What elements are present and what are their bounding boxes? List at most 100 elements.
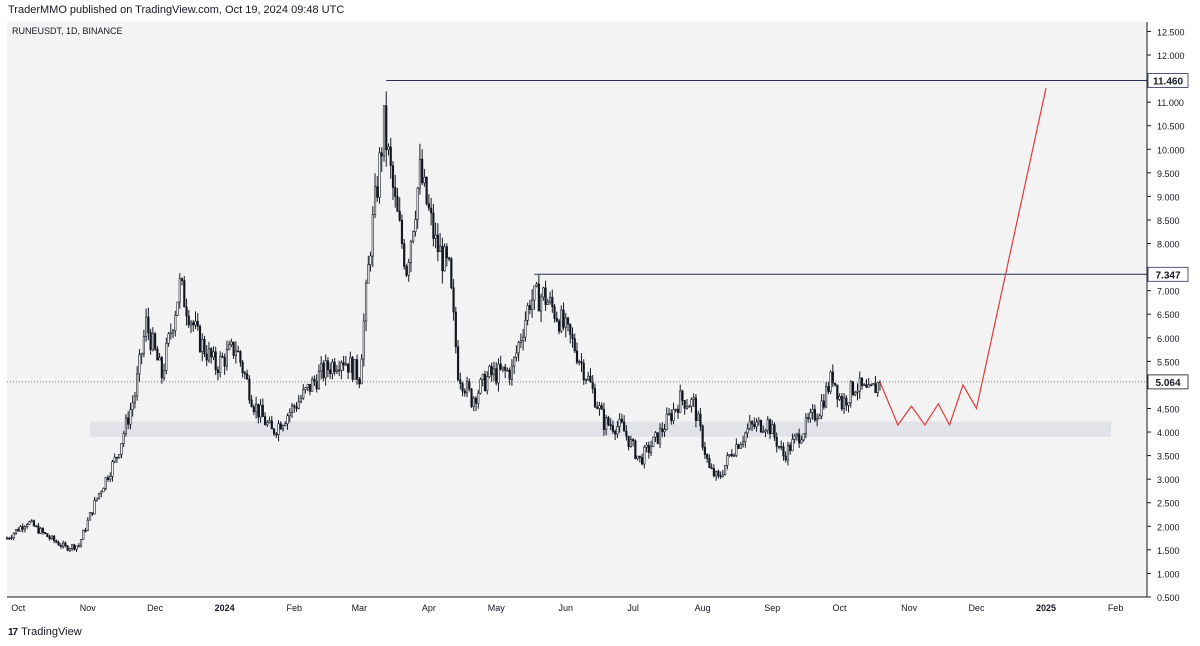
candle-body (535, 283, 538, 287)
candle-body (721, 474, 724, 477)
candle-body (838, 396, 841, 400)
candle-body (160, 357, 163, 379)
candle-body (847, 402, 850, 406)
candle-body (517, 342, 520, 354)
x-tick-label: Dec (147, 603, 164, 613)
candle-body (349, 357, 352, 373)
candle-body (118, 454, 121, 458)
candle-body (782, 446, 785, 457)
y-tick-label: 11.000 (1157, 98, 1184, 108)
candle-body (158, 357, 161, 361)
candle-body (472, 397, 475, 407)
candle-body (299, 397, 303, 403)
candle-body (171, 330, 175, 334)
candle-body (481, 373, 484, 380)
chart-area[interactable]: 11.460 7.347 5.064 12.500 12.000 11.000 10.50… (0, 22, 1200, 618)
candle-body (584, 379, 588, 381)
candle-body (246, 373, 249, 380)
candle-body (551, 296, 554, 308)
candle-body (241, 361, 244, 374)
candle-body (526, 305, 529, 321)
candle-body (329, 369, 332, 374)
candle-body (468, 380, 471, 390)
candle-body (308, 383, 312, 392)
candle-body (268, 420, 271, 423)
price-chart[interactable]: 11.460 7.347 5.064 12.500 12.000 11.000 10.50… (0, 22, 1200, 618)
candle-body (786, 444, 790, 461)
candle-body (867, 384, 870, 388)
candle-body (5, 537, 9, 540)
y-tick-label: 9.000 (1157, 192, 1180, 202)
candle-body (400, 219, 404, 244)
candle-body (378, 152, 381, 198)
x-tick-label: 2025 (1036, 603, 1056, 613)
candle-body (41, 528, 44, 533)
candle-body (194, 320, 197, 326)
candle-body (578, 361, 581, 363)
candle-body (183, 280, 186, 308)
candle-body (706, 454, 709, 459)
candle-body (8, 537, 11, 540)
candle-body (555, 318, 558, 322)
candle-body (35, 525, 38, 528)
candle-body (822, 400, 825, 408)
candle-body (416, 187, 419, 220)
candle-body (396, 196, 399, 212)
y-tick-label: 4.500 (1157, 404, 1180, 414)
candle-body (427, 203, 430, 209)
y-tick-label: 7.000 (1157, 287, 1180, 297)
candle-body (248, 378, 251, 401)
candle-body (560, 309, 563, 332)
candle-body (338, 369, 341, 372)
candle-body (133, 395, 136, 404)
candle-body (694, 397, 698, 421)
y-tick-label: 10.000 (1157, 145, 1185, 155)
candle-body (681, 390, 684, 401)
candle-body (690, 399, 693, 407)
x-tick-label: Jun (559, 603, 574, 613)
candle-body (519, 340, 522, 343)
candle-body (602, 409, 606, 430)
candle-body (863, 384, 866, 386)
candle-body (474, 397, 478, 404)
candle-body (688, 405, 691, 408)
candle-body (340, 362, 343, 371)
candle-body (463, 390, 466, 394)
candle-body (351, 357, 354, 380)
candle-body (625, 430, 628, 437)
candle-body (174, 315, 177, 332)
candle-body (679, 390, 682, 413)
candle-body (198, 326, 202, 353)
candle-body (140, 353, 143, 356)
candle-body (335, 369, 338, 373)
candle-body (733, 455, 736, 457)
candle-body (798, 433, 801, 444)
candle-body (385, 105, 388, 151)
y-tick-label: 2.000 (1157, 522, 1180, 532)
candle-body (636, 455, 639, 459)
candle-body (66, 545, 69, 551)
candle-body (825, 386, 828, 408)
candle-body (115, 456, 119, 459)
x-tick-label: Oct (833, 603, 848, 613)
candle-body (587, 375, 590, 380)
candle-body (858, 377, 861, 392)
candle-body (492, 368, 496, 376)
candle-body (854, 392, 857, 395)
candle-body (360, 358, 363, 385)
candle-body (771, 424, 774, 435)
candle-body (665, 413, 668, 430)
candle-body (685, 406, 689, 409)
candle-body (735, 444, 738, 456)
candle-body (515, 352, 518, 358)
candle-body (147, 316, 150, 333)
x-tick-label: Oct (11, 603, 26, 613)
candle-body (234, 350, 237, 356)
candle-body (389, 146, 392, 166)
candle-body (228, 344, 231, 350)
candle-body (70, 544, 74, 549)
candle-body (513, 357, 516, 367)
candle-body (813, 409, 816, 421)
candle-body (207, 348, 211, 361)
candle-body (643, 446, 646, 465)
